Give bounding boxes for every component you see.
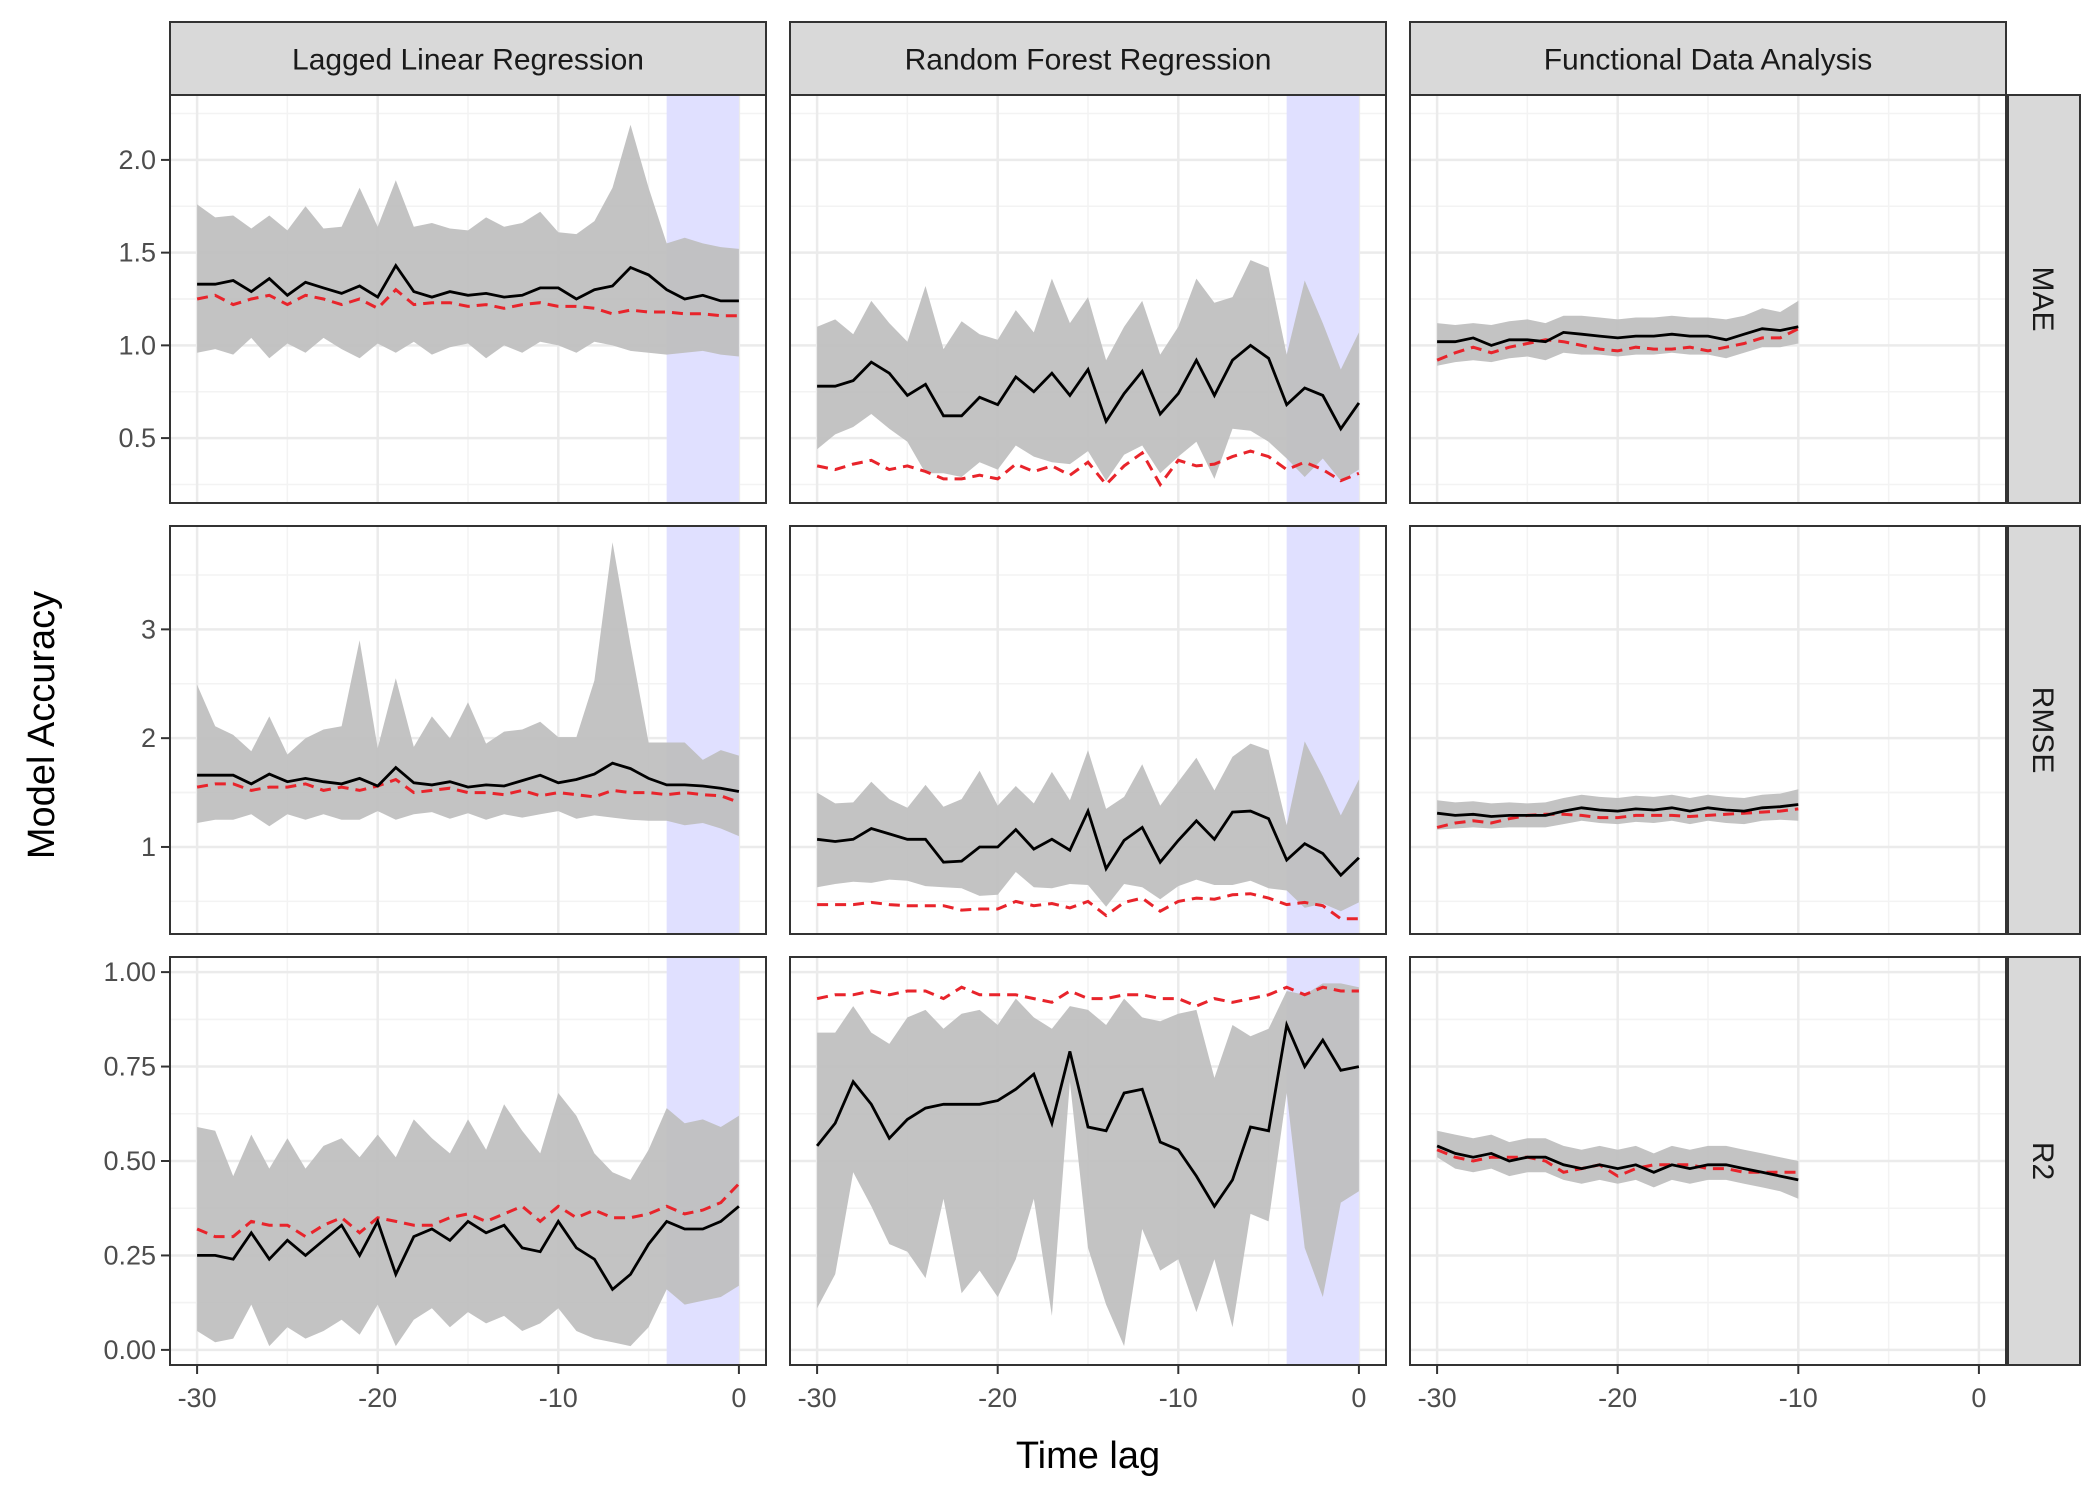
solid-series-line bbox=[817, 343, 1361, 432]
x-tick-label: -20 bbox=[1598, 1383, 1637, 1413]
strip-mae bbox=[2007, 94, 2081, 504]
solid-series-line bbox=[1437, 325, 1799, 347]
strip-r2 bbox=[2007, 956, 2081, 1366]
y-tick-label: 2.0 bbox=[118, 145, 156, 175]
solid-series-line bbox=[197, 1205, 740, 1292]
x-tick-label: 0 bbox=[1971, 1383, 1986, 1413]
confidence-band bbox=[1437, 1130, 1799, 1199]
y-tick-label: 3 bbox=[141, 614, 156, 644]
y-axis-title: Model Accuracy bbox=[21, 591, 63, 859]
x-axis-title: Time lag bbox=[1016, 1435, 1160, 1477]
panel-random-forest-regression-rmse bbox=[789, 525, 1387, 935]
panel-lagged-linear-regression-rmse: 1 2 3 bbox=[141, 525, 767, 935]
solid-series-line bbox=[1436, 1144, 1799, 1182]
dashed-series-line bbox=[816, 449, 1360, 488]
panel-border bbox=[1409, 94, 2007, 504]
x-tick-label: -20 bbox=[978, 1383, 1017, 1413]
y-tick-label: 0.50 bbox=[103, 1146, 156, 1176]
panel-border bbox=[169, 525, 767, 935]
panel-border bbox=[789, 525, 1387, 935]
confidence-band bbox=[817, 741, 1359, 912]
x-tick-label: -10 bbox=[1779, 1383, 1818, 1413]
x-tick-label: -30 bbox=[1418, 1383, 1457, 1413]
y-tick-label: 0.75 bbox=[103, 1052, 156, 1082]
panel-border bbox=[789, 94, 1387, 504]
x-tick-label: 0 bbox=[731, 1383, 746, 1413]
panel-functional-data-analysis-mae bbox=[1409, 94, 2007, 504]
strip-label-lagged-linear-regression: Lagged Linear Regression bbox=[292, 44, 644, 77]
y-tick-label: 0.5 bbox=[118, 423, 156, 453]
panel-functional-data-analysis-rmse bbox=[1409, 525, 2007, 935]
strip-functional-data-analysis bbox=[1409, 21, 2007, 96]
confidence-band bbox=[1437, 789, 1799, 830]
y-tick-label: 1.0 bbox=[118, 330, 156, 360]
strip-label-mae: MAE bbox=[2026, 266, 2059, 331]
x-tick-label: -30 bbox=[178, 1383, 217, 1413]
dashed-series-line bbox=[196, 1182, 740, 1239]
solid-series-line bbox=[197, 262, 739, 303]
dashed-series-line bbox=[196, 777, 740, 804]
y-tick-label: 2 bbox=[141, 723, 156, 753]
panel-lagged-linear-regression-r2: 0.00 0.25 0.50 0.75 1.00 -30 -20 -10 0 bbox=[103, 956, 767, 1413]
panel-functional-data-analysis-r2: -30 -20 -10 0 bbox=[1409, 956, 2007, 1413]
panel-border bbox=[789, 956, 1387, 1366]
highlight-region bbox=[666, 526, 739, 934]
strip-lagged-linear-regression bbox=[169, 21, 767, 96]
y-tick-label: 0.00 bbox=[103, 1335, 156, 1365]
dashed-series-line bbox=[1436, 807, 1799, 829]
solid-series-line bbox=[197, 761, 740, 793]
y-tick-label: 1.5 bbox=[118, 238, 156, 268]
x-tick-label: -10 bbox=[539, 1383, 578, 1413]
dashed-series-line bbox=[817, 892, 1359, 921]
confidence-band bbox=[197, 542, 739, 837]
x-tick-label: 0 bbox=[1351, 1383, 1366, 1413]
strip-label-functional-data-analysis: Functional Data Analysis bbox=[1544, 44, 1873, 77]
panel-lagged-linear-regression-mae: 0.5 1.0 1.5 2.0 bbox=[118, 94, 767, 504]
strip-random-forest-regression bbox=[789, 21, 1387, 96]
x-tick-label: -20 bbox=[358, 1383, 397, 1413]
y-tick-label: 1.00 bbox=[103, 957, 156, 987]
confidence-band bbox=[817, 983, 1359, 1347]
solid-series-line bbox=[816, 807, 1360, 878]
panel-border bbox=[169, 94, 767, 504]
strip-label-random-forest-regression: Random Forest Regression bbox=[905, 44, 1272, 77]
solid-series-line bbox=[1436, 803, 1799, 818]
panel-border bbox=[1409, 956, 2007, 1366]
panel-border bbox=[1409, 525, 2007, 935]
solid-series-line bbox=[816, 1020, 1360, 1209]
strip-label-r2: R2 bbox=[2026, 1142, 2059, 1180]
x-tick-label: -10 bbox=[1159, 1383, 1198, 1413]
dashed-series-line bbox=[1436, 327, 1799, 362]
x-tick-label: -30 bbox=[798, 1383, 837, 1413]
dashed-series-line bbox=[196, 287, 739, 318]
dashed-series-line bbox=[816, 985, 1359, 1008]
y-tick-label: 1 bbox=[141, 832, 156, 862]
panels-layer: Lagged Linear Regression Random Forest Re… bbox=[103, 21, 2081, 1413]
confidence-band bbox=[197, 124, 739, 359]
y-tick-label: 0.25 bbox=[103, 1240, 156, 1270]
panel-random-forest-regression-mae bbox=[789, 94, 1387, 504]
panel-random-forest-regression-r2: -30 -20 -10 0 bbox=[789, 956, 1387, 1413]
confidence-band bbox=[197, 1093, 739, 1347]
strip-label-rmse: RMSE bbox=[2026, 687, 2059, 774]
strip-rmse bbox=[2007, 525, 2081, 935]
